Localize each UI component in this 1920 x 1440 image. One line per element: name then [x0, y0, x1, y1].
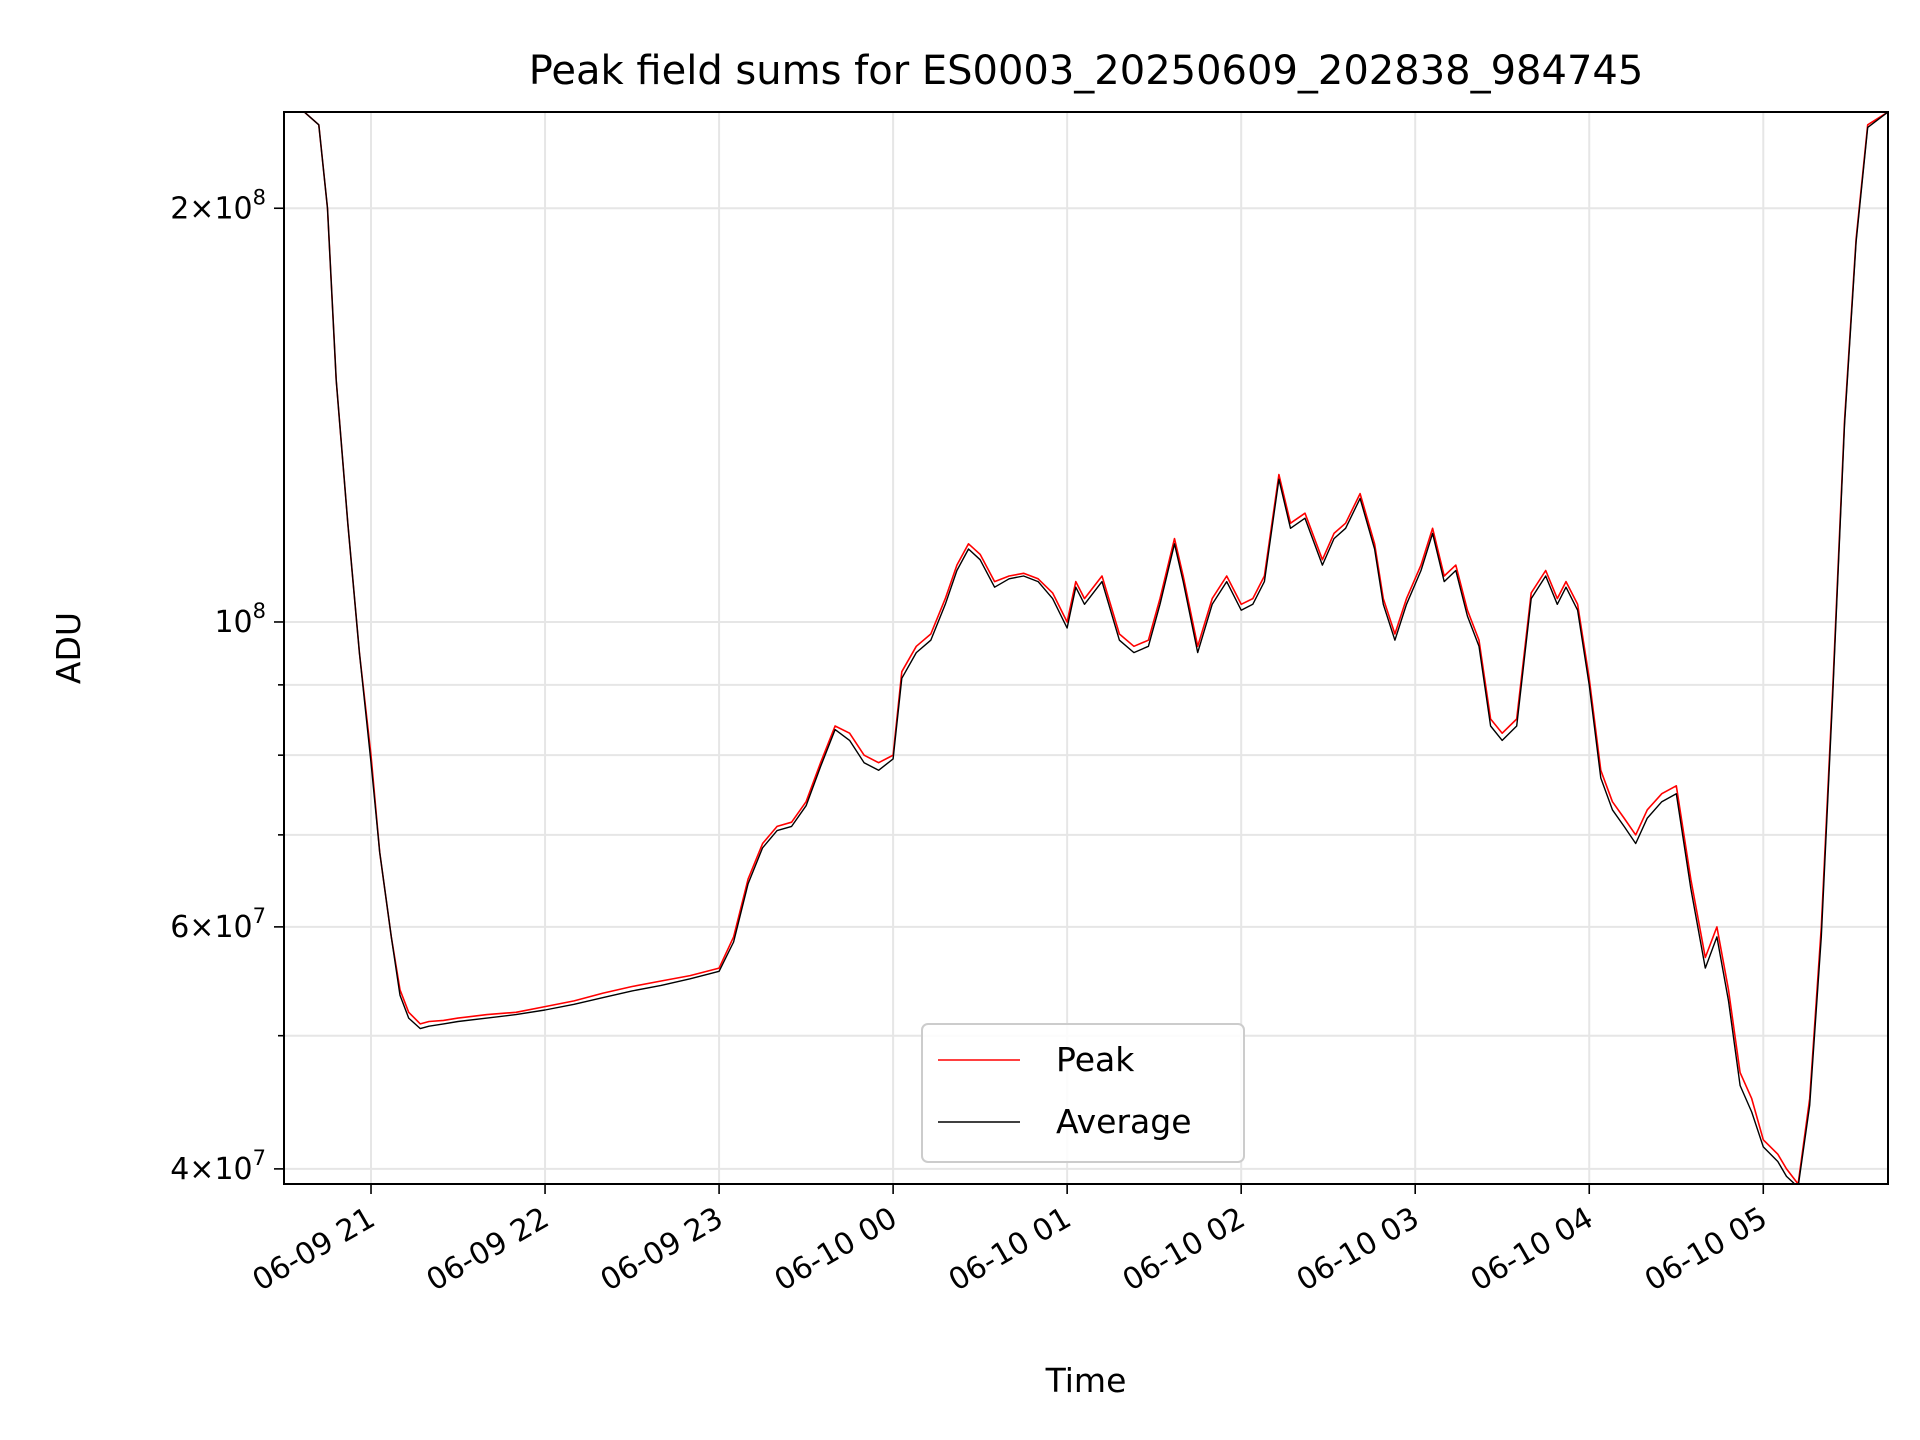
legend: Peak Average: [921, 1023, 1245, 1163]
legend-box: [921, 1023, 1245, 1163]
y-tick-label: 4×107: [170, 1146, 266, 1187]
series-line-average: [284, 112, 1888, 1184]
y-axis-ticks: 4×107 6×107 108 2×108: [170, 185, 284, 1187]
plot-frame: [283, 111, 1889, 1185]
chart-title: Peak field sums for ES0003_20250609_2028…: [529, 48, 1644, 94]
y-tick-label: 108: [214, 599, 266, 640]
y-tick-label: 6×107: [170, 904, 266, 945]
y-axis-title: ADU: [49, 612, 88, 684]
series-line-peak: [284, 112, 1888, 1184]
series-lines: [284, 112, 1888, 1184]
x-axis-title: Time: [1045, 1361, 1127, 1400]
legend-label-peak: Peak: [1056, 1040, 1135, 1079]
legend-label-average: Average: [1056, 1102, 1192, 1141]
y-tick-label: 2×108: [170, 185, 266, 226]
